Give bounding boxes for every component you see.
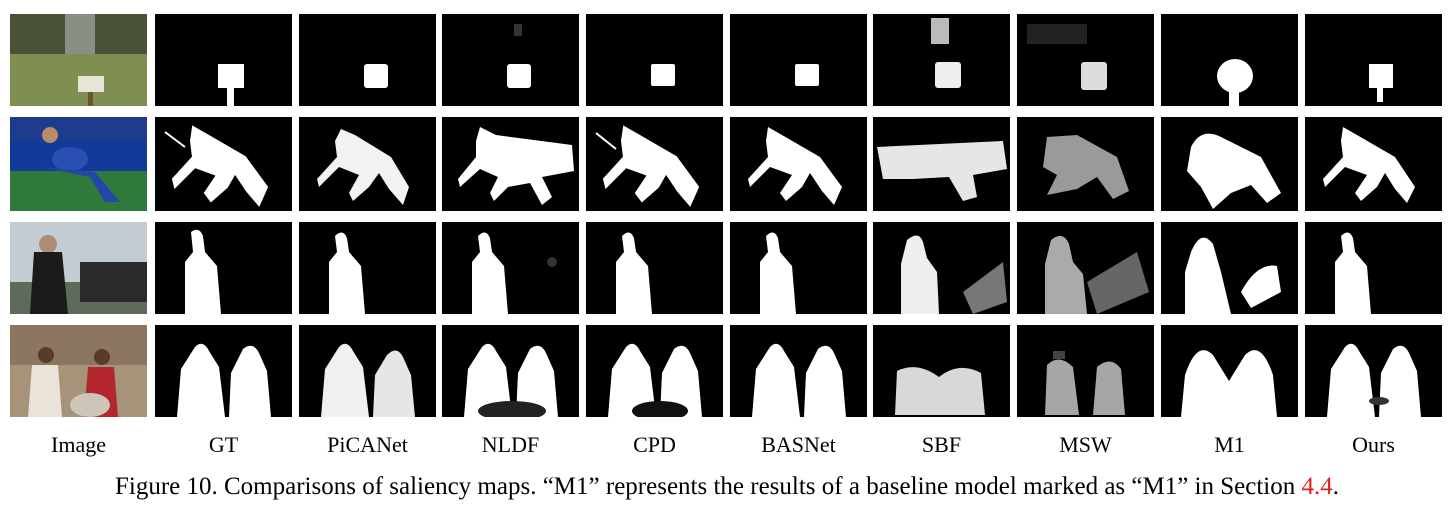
row4-msw [1017,325,1154,417]
row1-sbf [873,14,1010,106]
column-label-m1: M1 [1214,432,1245,457]
row4-gt [155,325,292,417]
row2-ours [1305,117,1442,211]
row1-ours [1305,14,1442,106]
figure-caption: Figure 10. Comparisons of saliency maps.… [0,470,1454,504]
row4-image [10,325,147,417]
column-label-msw: MSW [1059,432,1112,457]
row2-gt [155,117,292,211]
row2-msw [1017,117,1154,211]
row2-m1 [1161,117,1298,211]
row1-cpd [586,14,723,106]
figure-grid [10,14,1442,417]
row2-picanet [299,117,436,211]
row1-msw [1017,14,1154,106]
row1-image [10,14,147,106]
row2-sbf [873,117,1010,211]
section-reference-link[interactable]: 4.4 [1301,473,1333,500]
row3-m1 [1161,222,1298,314]
column-label-picanet: PiCANet [327,432,408,457]
caption-end: . [1332,473,1339,500]
row3-cpd [586,222,723,314]
row2-image [10,117,147,211]
column-label-sbf: SBF [921,432,962,457]
row4-sbf [873,325,1010,417]
row2-cpd [586,117,723,211]
row4-picanet [299,325,436,417]
column-labels: Image GT PiCANet NLDF CPD BASNet SBF MSW… [0,428,1454,462]
row3-basnet [730,222,867,314]
row3-msw [1017,222,1154,314]
column-label-ours: Ours [1352,432,1395,457]
row1-gt [155,14,292,106]
row3-gt [155,222,292,314]
row4-nldf [442,325,579,417]
row3-ours [1305,222,1442,314]
row4-cpd [586,325,723,417]
row3-image [10,222,147,314]
row3-picanet [299,222,436,314]
row4-m1 [1161,325,1298,417]
row3-sbf [873,222,1010,314]
row1-picanet [299,14,436,106]
row2-nldf [442,117,579,211]
row1-nldf [442,14,579,106]
row4-ours [1305,325,1442,417]
column-label-image: Image [51,432,106,457]
row1-m1 [1161,14,1298,106]
row1-basnet [730,14,867,106]
column-label-basnet: BASNet [761,432,836,457]
row3-nldf [442,222,579,314]
row2-basnet [730,117,867,211]
column-label-cpd: CPD [633,432,676,457]
column-label-gt: GT [208,432,239,457]
column-label-nldf: NLDF [481,432,540,457]
row4-basnet [730,325,867,417]
caption-text: Figure 10. Comparisons of saliency maps.… [114,473,1302,500]
